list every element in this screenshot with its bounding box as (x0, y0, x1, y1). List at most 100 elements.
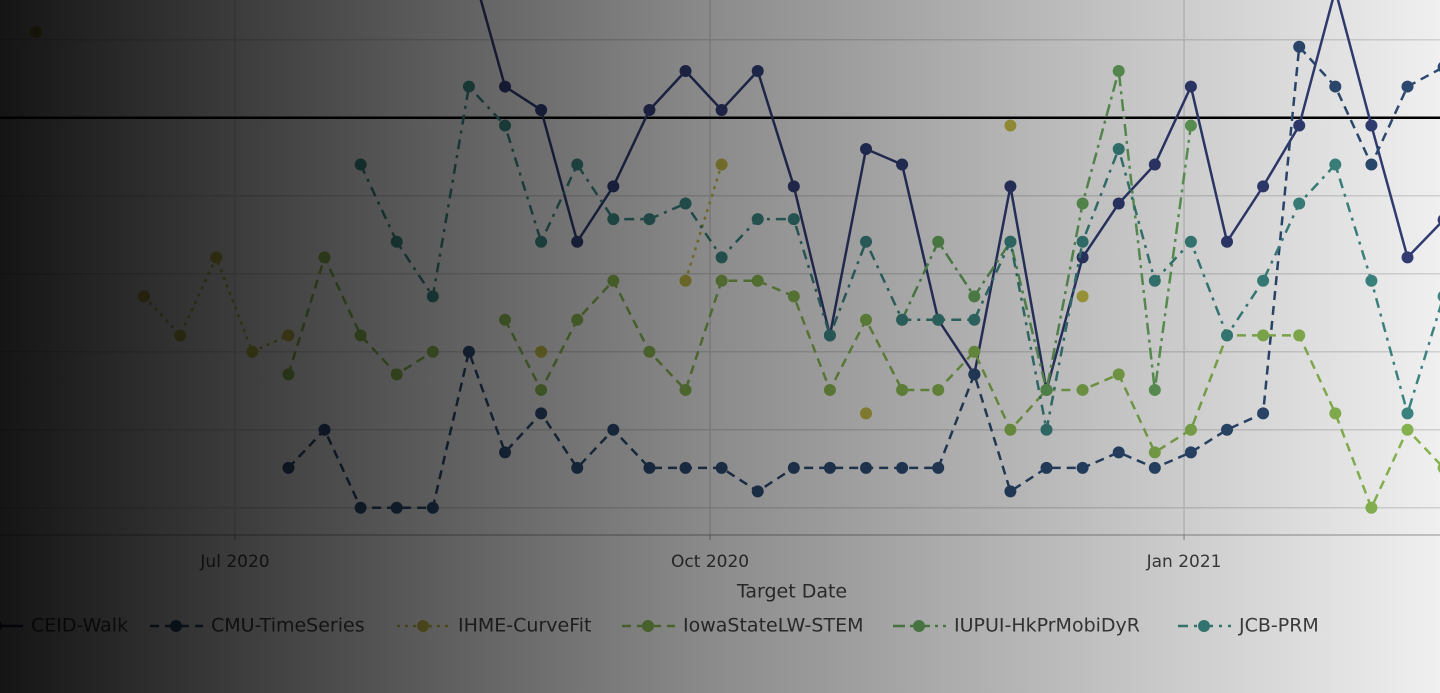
data-point (1257, 407, 1270, 420)
data-point (1257, 274, 1270, 287)
data-point (426, 290, 439, 303)
data-point (1257, 180, 1270, 193)
data-point (1148, 446, 1161, 459)
legend-marker (417, 620, 429, 632)
plot-area (0, 0, 1440, 514)
data-point (1184, 235, 1197, 248)
legend-marker (170, 620, 182, 632)
data-point (1004, 485, 1017, 498)
data-point (1293, 119, 1306, 132)
data-point (679, 383, 692, 396)
data-point (1365, 274, 1378, 287)
data-point (932, 313, 945, 326)
data-point (1004, 423, 1017, 436)
data-point (751, 64, 764, 77)
data-point (535, 407, 548, 420)
data-point (499, 313, 512, 326)
data-point (1040, 383, 1053, 396)
data-point (1329, 80, 1342, 93)
data-point (1076, 290, 1089, 303)
data-point (174, 329, 187, 342)
data-point (607, 274, 620, 287)
legend-label: CEID-Walk (31, 615, 128, 637)
data-point (282, 368, 295, 381)
data-point (1004, 119, 1017, 132)
data-point (1401, 80, 1414, 93)
series-line (287, 253, 434, 376)
data-point (968, 368, 981, 381)
data-point (318, 251, 331, 264)
data-point (679, 197, 692, 210)
x-tick-label: Jan 2021 (1146, 552, 1222, 572)
x-tick-label: Jul 2020 (199, 552, 269, 572)
data-point (1401, 407, 1414, 420)
data-point (571, 461, 584, 474)
data-point (29, 25, 42, 38)
data-point (607, 180, 620, 193)
series-line (479, 0, 1440, 391)
data-point (390, 368, 403, 381)
legend-marker (1198, 620, 1210, 632)
data-point (1076, 197, 1089, 210)
data-point (1076, 235, 1089, 248)
data-point (1112, 142, 1125, 155)
data-point (282, 461, 295, 474)
data-point (1184, 119, 1197, 132)
data-point (1293, 197, 1306, 210)
data-point (823, 329, 836, 342)
data-point (1112, 64, 1125, 77)
data-point (932, 235, 945, 248)
data-point (1293, 40, 1306, 53)
legend-marker (642, 620, 654, 632)
data-point (499, 119, 512, 132)
x-axis: Jul 2020 Oct 2020 Jan 2021 (199, 535, 1221, 572)
data-point (896, 158, 909, 171)
data-point (607, 213, 620, 226)
data-point (932, 461, 945, 474)
data-point (354, 329, 367, 342)
series-line (359, 83, 1440, 430)
data-point (643, 461, 656, 474)
data-point (535, 383, 548, 396)
data-point (860, 313, 873, 326)
data-point (1184, 80, 1197, 93)
data-point (643, 103, 656, 116)
data-point (1148, 158, 1161, 171)
series-line (684, 164, 723, 282)
data-point (607, 423, 620, 436)
data-point (210, 251, 223, 264)
data-point (860, 461, 873, 474)
data-point (246, 345, 259, 358)
data-point (1365, 119, 1378, 132)
data-point (932, 383, 945, 396)
data-point (1329, 407, 1342, 420)
data-point (354, 501, 367, 514)
data-point (426, 501, 439, 514)
data-point (968, 345, 981, 358)
data-point (1221, 423, 1234, 436)
legend-label: IowaStateLW-STEM (683, 615, 863, 637)
data-point (1076, 383, 1089, 396)
data-point (462, 345, 475, 358)
legend-marker (0, 621, 2, 631)
data-point (1148, 274, 1161, 287)
data-point (1004, 235, 1017, 248)
data-point (390, 501, 403, 514)
data-point (1293, 329, 1306, 342)
data-point (968, 313, 981, 326)
data-point (282, 329, 295, 342)
data-point (1040, 461, 1053, 474)
data-point (679, 64, 692, 77)
data-point (318, 423, 331, 436)
data-point (679, 461, 692, 474)
data-point (354, 158, 367, 171)
data-point (715, 158, 728, 171)
data-point (787, 461, 800, 474)
data-point (679, 274, 692, 287)
data-point (1329, 158, 1342, 171)
data-point (823, 461, 836, 474)
data-point (751, 213, 764, 226)
data-point (1112, 368, 1125, 381)
